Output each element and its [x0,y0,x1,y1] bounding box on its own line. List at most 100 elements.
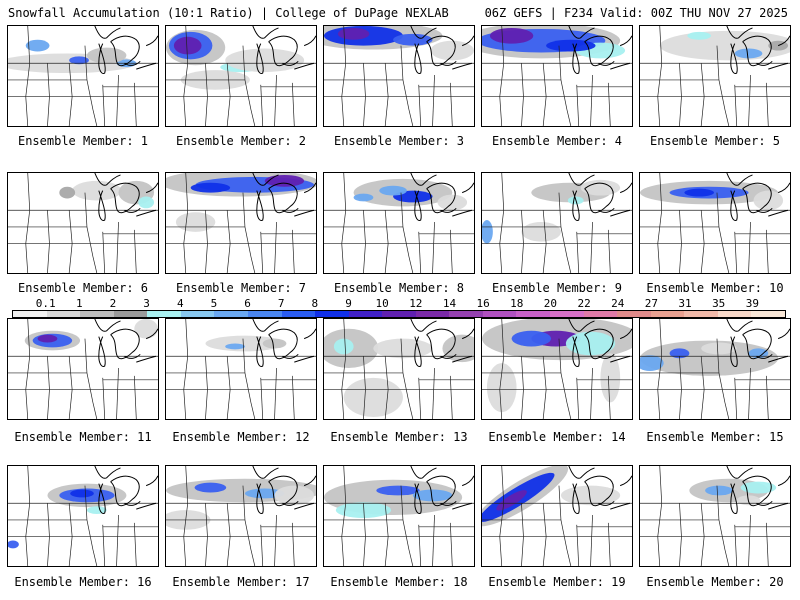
snowfall-map [166,319,316,419]
ensemble-member-label: Ensemble Member: 5 [649,134,781,148]
snowfall-map [8,26,158,126]
ensemble-member-panel-9 [481,172,633,274]
colorbar-swatch [550,311,584,317]
colorbar-tick-label: 9 [345,297,352,310]
ensemble-member-panel-10 [639,172,791,274]
map-title: Snowfall Accumulation (10:1 Ratio) | Col… [8,6,449,20]
snowfall-map [324,319,474,419]
snowfall-map [8,466,158,566]
ensemble-member-panel-20 [639,465,791,567]
colorbar [12,310,786,318]
ensemble-member-label: Ensemble Member: 12 [172,430,310,444]
ensemble-member-label: Ensemble Member: 3 [333,134,465,148]
colorbar-swatch [315,311,349,317]
ensemble-member-panel-11 [7,318,159,420]
colorbar-tick-label: 0.1 [35,297,56,310]
colorbar-swatch [147,311,181,317]
run-valid-time: 06Z GEFS | F234 Valid: 00Z THU NOV 27 20… [484,6,788,20]
ensemble-member-panel-17 [165,465,317,567]
colorbar-tick-label: 20 [543,297,558,310]
snowfall-map [324,173,474,273]
colorbar-tick-label: 5 [210,297,218,310]
colorbar-swatch [482,311,517,317]
colorbar-swatch [46,311,81,317]
colorbar-swatch [281,311,316,317]
colorbar-tick-label: 39 [745,297,759,310]
ensemble-member-label: Ensemble Member: 13 [330,430,468,444]
colorbar-tick-label: 22 [577,297,591,310]
ensemble-member-label: Ensemble Member: 19 [488,575,626,589]
ensemble-member-panel-8 [323,172,475,274]
ensemble-member-label: Ensemble Member: 20 [646,575,784,589]
ensemble-member-label: Ensemble Member: 11 [14,430,152,444]
colorbar-swatch [617,311,651,317]
ensemble-member-label: Ensemble Member: 6 [17,281,149,295]
snowfall-map [640,26,790,126]
ensemble-member-label: Ensemble Member: 10 [646,281,784,295]
snowfall-map [8,173,158,273]
colorbar-swatch [382,311,416,317]
snowfall-map [482,173,632,273]
ensemble-member-label: Ensemble Member: 4 [491,134,623,148]
colorbar-swatch [180,311,215,317]
snowfall-map [640,466,790,566]
colorbar-tick-label: 35 [712,297,726,310]
ensemble-member-panel-3 [323,25,475,127]
colorbar-tick-label: 16 [476,297,490,310]
colorbar-swatch [684,311,718,317]
ensemble-member-panel-16 [7,465,159,567]
colorbar-tick-label: 1 [75,297,83,310]
ensemble-member-panel-15 [639,318,791,420]
colorbar-tick-label: 14 [442,297,457,310]
colorbar-swatch [717,311,752,317]
ensemble-member-label: Ensemble Member: 17 [172,575,310,589]
colorbar-tick-label: 12 [409,297,423,310]
colorbar-swatch [583,311,618,317]
snowfall-map [166,26,316,126]
ensemble-member-panel-13 [323,318,475,420]
snowfall-map [324,26,474,126]
colorbar-tick-label: 10 [375,297,389,310]
ensemble-member-label: Ensemble Member: 8 [333,281,465,295]
colorbar-tick-label: 4 [176,297,184,310]
colorbar-swatch [516,311,550,317]
ensemble-member-label: Ensemble Member: 1 [17,134,149,148]
colorbar-swatch [650,311,685,317]
snowfall-map [8,319,158,419]
ensemble-member-panel-7 [165,172,317,274]
snowfall-map [324,466,474,566]
ensemble-member-label: Ensemble Member: 9 [491,281,623,295]
colorbar-swatch [13,311,47,317]
ensemble-member-panel-1 [7,25,159,127]
snowfall-map [482,26,632,126]
ensemble-member-label: Ensemble Member: 7 [175,281,307,295]
colorbar-tick-label: 31 [678,297,692,310]
snowfall-map [640,319,790,419]
snowfall-map [166,173,316,273]
snowfall-map [482,319,632,419]
colorbar-tick-label: 18 [510,297,524,310]
ensemble-member-panel-6 [7,172,159,274]
colorbar-tick-label: 8 [311,297,319,310]
ensemble-member-panel-19 [481,465,633,567]
ensemble-member-panel-18 [323,465,475,567]
snowfall-map [640,173,790,273]
colorbar-tick-label: 7 [277,297,285,310]
snowfall-map [482,466,632,566]
ensemble-member-panel-2 [165,25,317,127]
colorbar-swatch [415,311,450,317]
colorbar-swatch [247,311,282,317]
snowfall-map [166,466,316,566]
colorbar-swatch [214,311,248,317]
ensemble-member-panel-4 [481,25,633,127]
ensemble-member-panel-14 [481,318,633,420]
colorbar-tick-label: 3 [143,297,150,310]
ensemble-member-label: Ensemble Member: 18 [330,575,468,589]
ensemble-member-panel-12 [165,318,317,420]
colorbar-swatch [113,311,148,317]
colorbar-swatch [751,311,785,317]
colorbar-tick-label: 6 [244,297,251,310]
ensemble-member-panel-5 [639,25,791,127]
colorbar-tick-label: 2 [109,297,117,310]
ensemble-member-label: Ensemble Member: 15 [646,430,784,444]
